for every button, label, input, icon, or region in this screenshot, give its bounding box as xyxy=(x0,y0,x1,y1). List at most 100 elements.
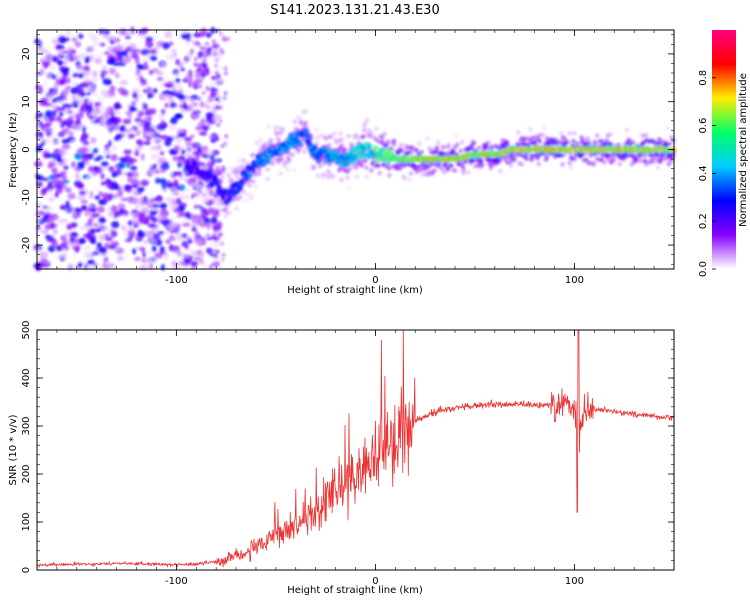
spectrogram-cell xyxy=(198,84,203,89)
spectrogram-cell xyxy=(61,176,68,181)
spectrogram-cell xyxy=(80,205,85,210)
spectrogram-cell xyxy=(115,101,121,109)
spectrogram-cell xyxy=(331,174,336,179)
spectrogram-cell xyxy=(209,114,214,119)
spectrogram-cell xyxy=(123,149,133,155)
spectrogram-cell xyxy=(497,159,502,164)
spectrogram-cell xyxy=(160,208,166,214)
spectrogram-cell xyxy=(193,62,198,67)
spectrogram-cell xyxy=(377,170,382,176)
spectrogram-cell xyxy=(143,114,148,122)
spectrogram-cell xyxy=(65,37,70,42)
spectrogram-cell xyxy=(230,188,234,192)
spectrogram-cell xyxy=(44,139,52,143)
spectrogram-cell xyxy=(207,160,212,165)
snr-y-ticks: 0 100 200 300 400 500 xyxy=(21,320,674,573)
spectrogram-cell xyxy=(98,105,105,111)
spectrogram-cell xyxy=(386,159,390,163)
spectrogram-cell xyxy=(327,162,332,167)
spectrogram-cell xyxy=(140,78,147,85)
spectrogram-cell xyxy=(213,177,217,180)
spectrogram-cell xyxy=(168,41,174,47)
spectrogram-cell xyxy=(176,171,183,177)
spectrogram-cell xyxy=(665,126,670,131)
spectrogram-cell xyxy=(307,136,311,139)
spectrogram-cell xyxy=(152,88,158,94)
spectrogram-cell xyxy=(202,238,207,246)
spectrogram-cell xyxy=(208,264,213,269)
spectrogram-cell xyxy=(215,78,224,85)
spectrogram-cell xyxy=(40,229,49,234)
spectrogram-cell xyxy=(150,137,159,142)
spectrogram-cell xyxy=(121,171,127,176)
spectrogram-cell xyxy=(303,109,308,114)
spectrogram-cell xyxy=(178,259,184,265)
spectrogram-cell xyxy=(215,208,220,213)
spectrogram-cell xyxy=(313,146,317,149)
spectrogram-cell xyxy=(208,134,216,140)
spectrogram-cell xyxy=(214,63,219,68)
spectrogram-cell xyxy=(173,144,181,152)
spectrogram-cell xyxy=(219,174,225,180)
spectrogram-cell xyxy=(192,219,197,224)
spectrogram-cell xyxy=(78,54,86,61)
spectrogram-cell xyxy=(64,55,71,62)
spectrogram-cell xyxy=(253,184,258,189)
spectrogram-cell xyxy=(183,136,193,142)
spectrogram-cell xyxy=(100,118,106,124)
spectrogram-cell xyxy=(379,135,385,140)
spectrogram-cell xyxy=(114,125,120,133)
spectrogram-cell xyxy=(182,254,191,259)
spectrogram-cell xyxy=(222,96,227,101)
spectrogram-cell xyxy=(137,110,145,118)
spectrogram-cell xyxy=(637,158,643,163)
spectrogram-cell xyxy=(190,167,194,170)
spectrogram-cell xyxy=(199,215,207,221)
snr-x-tick-label: -100 xyxy=(165,576,188,587)
spectrogram-cell xyxy=(125,40,134,45)
spectrogram-cell xyxy=(63,165,69,170)
spectrogram-x-axis-label: Height of straight line (km) xyxy=(287,285,423,296)
spectrogram-cell xyxy=(100,181,106,186)
spectrogram-cell xyxy=(276,137,281,142)
spectrogram-cell xyxy=(261,156,265,159)
spectrogram-cell xyxy=(175,77,181,84)
spectrogram-cell xyxy=(249,193,255,198)
spectrogram-cell xyxy=(228,196,232,199)
snr-y-tick-label: 300 xyxy=(21,416,32,435)
spectrogram-cell xyxy=(117,87,126,93)
spectrogram-cell xyxy=(45,153,53,159)
spectrogram-cell xyxy=(197,160,202,165)
spectrogram-cell xyxy=(364,165,369,170)
spectrogram-cell xyxy=(400,148,405,153)
spectrogram-cell xyxy=(36,146,43,152)
spectrogram-cell xyxy=(92,70,98,78)
spectrogram-cell xyxy=(542,125,547,130)
spectrogram-cell xyxy=(151,257,159,264)
spectrogram-cell xyxy=(124,238,132,243)
spectrogram-cell xyxy=(45,185,54,191)
spectrogram-cell xyxy=(110,220,120,229)
spectrogram-cell xyxy=(98,199,108,206)
spectrogram-cell xyxy=(591,162,596,167)
spectrogram-cell xyxy=(642,153,648,158)
spectrogram-cell xyxy=(436,140,441,145)
spectrogram-cell xyxy=(60,96,68,101)
spectrogram-cell xyxy=(160,108,166,116)
spectrogram-cell xyxy=(292,119,298,125)
spectrogram-cell xyxy=(115,247,125,255)
spectrogram-cell xyxy=(408,171,414,176)
spectrogram-cell xyxy=(198,189,203,194)
spectrogram-cell xyxy=(218,31,223,36)
spectrogram-cell xyxy=(146,192,156,200)
spectrogram-cell xyxy=(98,52,103,58)
spectrogram-cell xyxy=(180,108,186,113)
spectrogram-cell xyxy=(227,210,232,215)
spectrogram-cell xyxy=(322,172,328,177)
spectrogram-cell xyxy=(86,92,91,96)
spectrogram-cell xyxy=(120,197,129,202)
spectrogram-cell xyxy=(169,102,178,109)
spectrogram-cell xyxy=(332,151,336,154)
spectrogram-cell xyxy=(197,96,202,101)
spectrogram-cell xyxy=(127,66,135,72)
